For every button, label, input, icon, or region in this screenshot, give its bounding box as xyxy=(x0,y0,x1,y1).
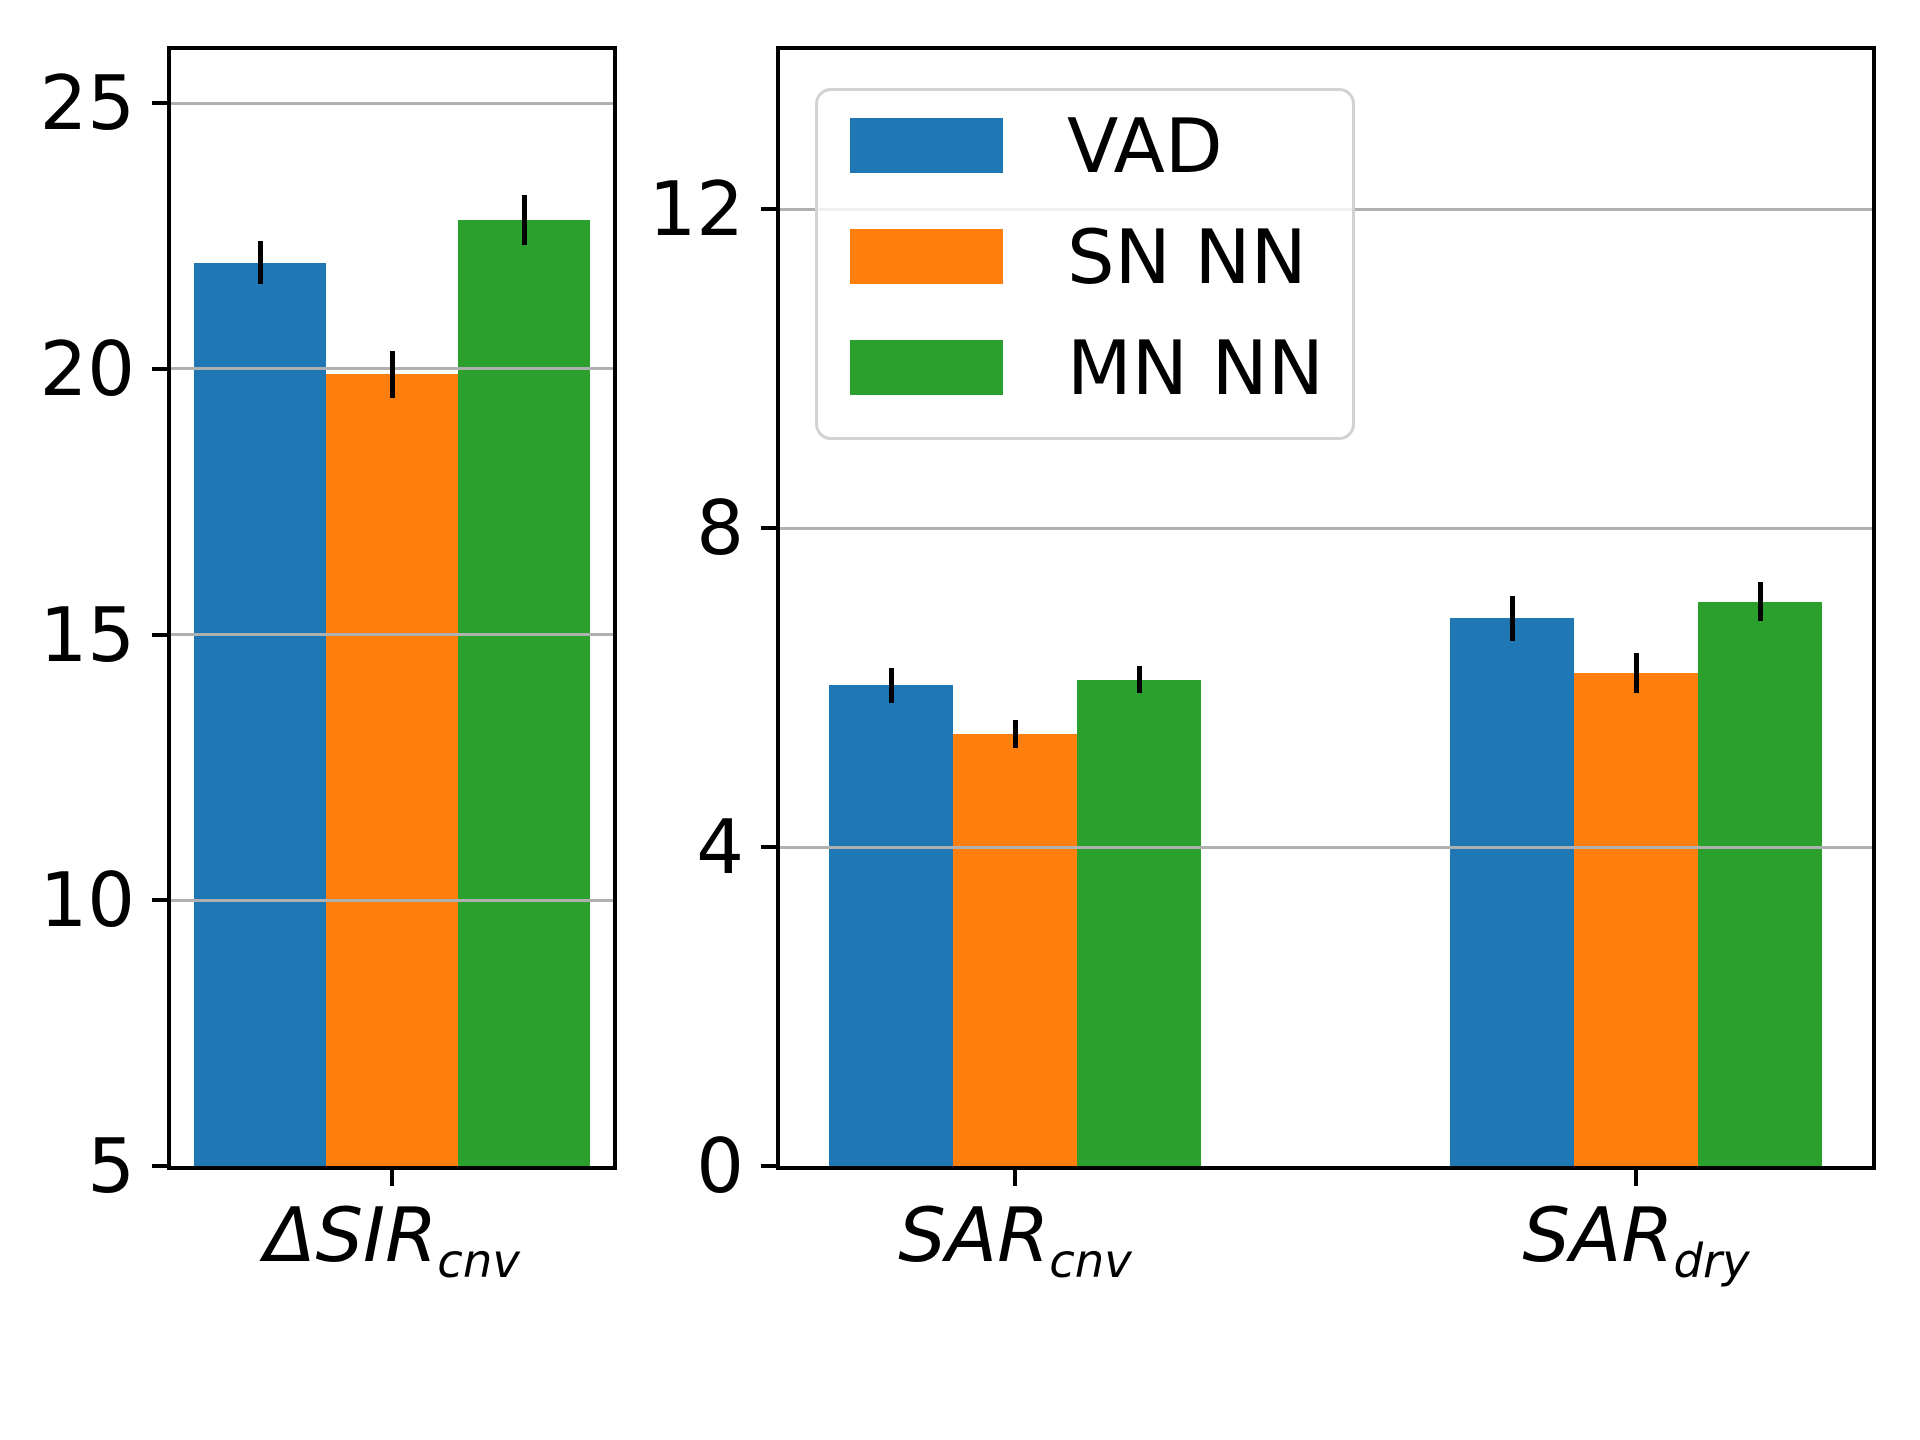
bar-sn-nn-sar-cnv xyxy=(953,733,1077,1166)
gridline-y-4 xyxy=(780,845,1872,849)
y-tick-label-20: 20 xyxy=(39,324,135,413)
y-tick-mark-0 xyxy=(761,1164,776,1168)
vad-swatch xyxy=(850,118,1003,173)
y-tick-label-15: 15 xyxy=(39,590,135,679)
x-tick-label-subscript: dry xyxy=(1673,1234,1750,1288)
error-bar-sn-nn-sir-cnv xyxy=(389,350,395,398)
bar-vad-sar-dry xyxy=(1450,618,1574,1166)
error-bar-vad-sir-cnv xyxy=(257,241,263,284)
right-subplot-sar: 0 4 8 12 SARcnv SARdry VAD SN NN MN NN xyxy=(649,46,1876,1284)
legend-row-sn-nn: SN NN xyxy=(850,212,1352,301)
y-tick-label-12: 12 xyxy=(648,165,744,254)
y-tick-label-8: 8 xyxy=(696,484,744,573)
gridline-y-8 xyxy=(780,526,1872,530)
x-tick-label-subscript: cnv xyxy=(437,1234,520,1288)
y-tick-mark-15 xyxy=(152,632,167,637)
error-bar-vad-sar-cnv xyxy=(888,667,894,703)
x-tick-label-sar-cnv: SARcnv xyxy=(715,1190,1315,1284)
x-tick-label-main: SAR xyxy=(1522,1191,1674,1279)
error-bar-sn-nn-sar-cnv xyxy=(1012,719,1018,749)
y-tick-mark-10 xyxy=(152,898,167,903)
error-bar-mn-nn-sar-cnv xyxy=(1136,666,1142,694)
mn-nn-swatch xyxy=(850,340,1003,395)
y-tick-mark-8 xyxy=(761,526,776,531)
y-tick-mark-4 xyxy=(761,845,776,850)
legend-row-vad: VAD xyxy=(850,101,1352,190)
bar-mn-nn-sar-dry xyxy=(1698,601,1822,1166)
bar-sn-nn-sir-cnv xyxy=(326,374,458,1166)
error-bar-mn-nn-sir-cnv xyxy=(521,195,527,246)
y-tick-mark-20 xyxy=(152,366,167,371)
y-tick-mark-12 xyxy=(761,207,776,212)
y-tick-mark-25 xyxy=(152,101,167,106)
legend-label-sn-nn: SN NN xyxy=(1067,212,1307,301)
bar-vad-sir-cnv xyxy=(194,262,326,1166)
error-bar-mn-nn-sar-dry xyxy=(1757,582,1763,621)
x-tick-label-sar-dry: SARdry xyxy=(1336,1190,1920,1284)
right-subplot-axes: 0 4 8 12 SARcnv SARdry VAD SN NN MN NN xyxy=(649,50,1872,1284)
y-tick-label-0: 0 xyxy=(696,1122,744,1210)
legend-label-mn-nn: MN NN xyxy=(1067,323,1324,412)
y-tick-label-5: 5 xyxy=(87,1122,135,1210)
y-tick-label-10: 10 xyxy=(39,856,135,945)
x-tick-mark-sar-dry xyxy=(1634,1170,1638,1186)
x-tick-mark-sar-cnv xyxy=(1013,1170,1017,1186)
error-bar-sn-nn-sar-dry xyxy=(1633,653,1639,694)
x-tick-label-main: SAR xyxy=(898,1191,1050,1279)
bar-mn-nn-sir-cnv xyxy=(458,220,590,1166)
error-bar-vad-sar-dry xyxy=(1509,596,1515,641)
x-tick-label-main: ΔSIR xyxy=(264,1191,438,1279)
gridline-y-25 xyxy=(171,101,613,105)
bar-vad-sar-cnv xyxy=(829,685,953,1166)
x-tick-label-sir-cnv: ΔSIRcnv xyxy=(92,1190,692,1284)
y-tick-label-25: 25 xyxy=(39,59,135,148)
legend: VAD SN NN MN NN xyxy=(815,88,1355,440)
left-subplot-axes: 5 10 15 20 25 ΔSIRcnv xyxy=(40,50,613,1284)
sn-nn-swatch xyxy=(850,229,1003,284)
y-tick-label-4: 4 xyxy=(696,803,744,892)
left-subplot-delta-sir: 5 10 15 20 25 ΔSIRcnv xyxy=(40,46,617,1284)
gridline-y-10 xyxy=(171,898,613,902)
x-tick-mark-sir-cnv xyxy=(390,1170,394,1186)
legend-row-mn-nn: MN NN xyxy=(850,323,1352,412)
legend-label-vad: VAD xyxy=(1067,101,1223,190)
y-tick-mark-5 xyxy=(152,1164,167,1168)
x-tick-label-subscript: cnv xyxy=(1049,1234,1132,1288)
gridline-y-15 xyxy=(171,633,613,637)
bar-mn-nn-sar-cnv xyxy=(1077,679,1201,1166)
bar-sn-nn-sar-dry xyxy=(1574,673,1698,1166)
